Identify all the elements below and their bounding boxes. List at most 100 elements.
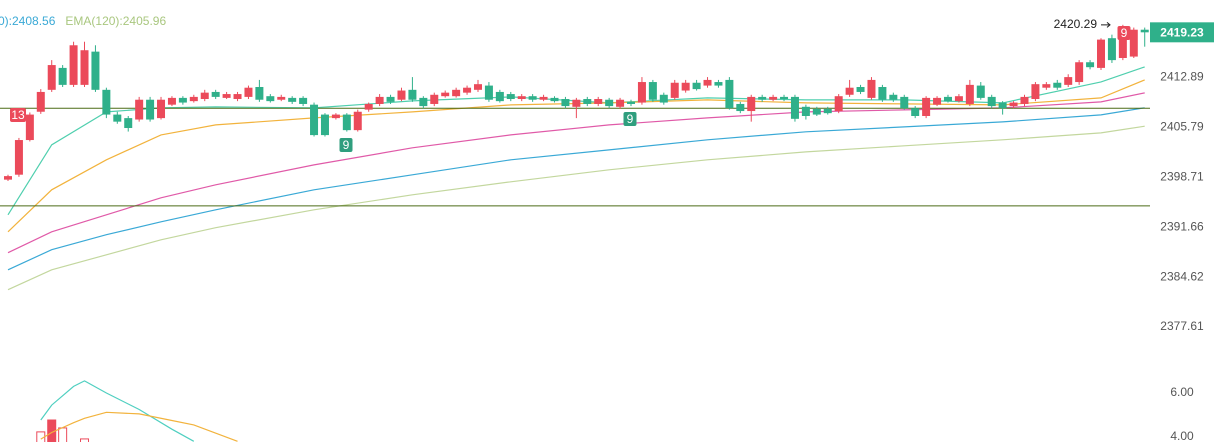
candle-body [703, 79, 712, 86]
high-arrow [1101, 21, 1111, 28]
candle-body [725, 79, 734, 109]
candle-body [889, 94, 898, 100]
candle-body [80, 50, 89, 85]
legend-entry: EMA(120):2405.96 [65, 14, 166, 28]
candle-body [353, 111, 362, 131]
candle-body [167, 97, 176, 105]
candle-body [550, 97, 559, 102]
sub-bar [58, 427, 68, 442]
candle-body [801, 106, 810, 116]
candle-body [616, 99, 625, 107]
candle-body [1140, 29, 1149, 33]
sub-line [40, 411, 238, 442]
candle-body [320, 114, 329, 136]
candle-body [189, 96, 198, 102]
candle-body [91, 51, 100, 90]
candle-body [867, 79, 876, 98]
candle-body [517, 96, 526, 100]
candle-body [790, 96, 799, 119]
candle-body [495, 91, 504, 102]
candle-body [648, 82, 657, 100]
signal-label: 13 [11, 108, 25, 122]
legend-entry: 0):2408.56 [0, 14, 56, 28]
candle-body [331, 114, 340, 119]
candle-body [1042, 84, 1051, 88]
candle-body [834, 96, 843, 112]
candle-body [659, 94, 668, 103]
candle-body [1118, 27, 1127, 58]
candle-body [539, 96, 548, 100]
candle-body [823, 108, 832, 114]
candle-body [1053, 82, 1062, 88]
candle-body [922, 97, 931, 116]
candle-body [987, 96, 996, 107]
candle-body [758, 96, 767, 100]
candle-body [1086, 62, 1095, 68]
candle-body [1031, 84, 1040, 100]
candle-body [310, 104, 319, 136]
candle-body [878, 86, 887, 100]
candle-body [408, 89, 417, 100]
candle-body [572, 99, 581, 107]
candle-body [637, 82, 646, 103]
candle-body [769, 96, 778, 100]
candle-body [244, 87, 253, 97]
candle-body [419, 97, 428, 107]
candle-body [124, 118, 133, 129]
candle-body [47, 65, 56, 90]
candle-body [943, 96, 952, 102]
candle-body [452, 89, 461, 97]
candle-body [933, 97, 942, 105]
candle-body [157, 99, 166, 119]
candle-body [255, 86, 264, 100]
candle-body [364, 103, 373, 110]
candle-body [594, 99, 603, 104]
candle-body [222, 94, 231, 98]
candle-body [1129, 29, 1138, 57]
candle-body [780, 96, 789, 100]
candle-body [277, 96, 286, 100]
sub-y-tick-label: 6.00 [1170, 385, 1194, 399]
candle-body [375, 96, 384, 104]
signal-badge [623, 112, 637, 126]
signal-label: 9 [343, 138, 350, 152]
sub-y-tick-label: 4.00 [1170, 429, 1194, 442]
high-label: 2420.29 [1054, 17, 1098, 31]
candle-body [397, 90, 406, 100]
candle-body [113, 114, 122, 122]
candle-body [473, 84, 482, 90]
candle-body [506, 94, 515, 100]
signal-badge [1117, 26, 1131, 40]
sub-bar [80, 438, 90, 442]
candle-body [1107, 38, 1116, 61]
candle-body [146, 99, 155, 120]
candle-body [812, 108, 821, 115]
candle-body [342, 114, 351, 131]
sub-bar [47, 419, 57, 442]
candle-body [386, 96, 395, 102]
ma-line [7, 66, 1145, 216]
y-tick-label: 2398.71 [1160, 170, 1204, 184]
candle-body [14, 140, 23, 175]
y-tick-label: 2377.61 [1160, 319, 1204, 333]
candle-body [25, 114, 34, 141]
y-tick-label: 2384.62 [1160, 269, 1204, 283]
candle-body [965, 84, 974, 104]
candle-body [1009, 102, 1018, 107]
candle-body [954, 96, 963, 102]
candle-body [200, 92, 209, 100]
y-tick-label: 2391.66 [1160, 219, 1204, 233]
candle-body [1075, 62, 1084, 83]
candle-body [692, 82, 701, 90]
candle-body [484, 85, 493, 100]
candle-body [441, 92, 450, 97]
last-price-label: 2419.23 [1160, 25, 1204, 39]
candle-body [36, 91, 45, 112]
candle-body [900, 96, 909, 109]
candle-body [135, 99, 144, 120]
candle-body [266, 96, 275, 102]
candle-body [528, 96, 537, 100]
candle-body [998, 102, 1007, 109]
y-tick-label: 2412.89 [1160, 69, 1204, 83]
